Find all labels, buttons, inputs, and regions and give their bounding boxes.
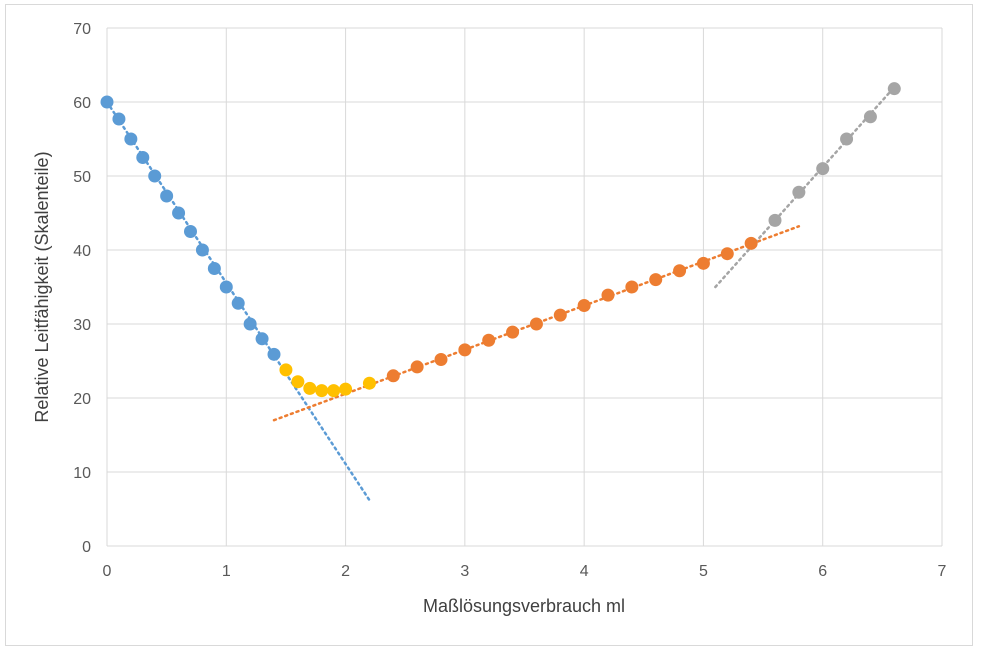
data-point-series-1: [339, 382, 353, 396]
data-point-series-1: [303, 381, 317, 395]
data-point-series-0: [148, 169, 162, 183]
data-point-series-2: [696, 256, 710, 270]
data-point-series-2: [410, 360, 424, 374]
data-point-series-3: [840, 132, 854, 146]
x-tick-label: 5: [699, 563, 708, 580]
y-tick-label: 10: [73, 465, 91, 482]
data-point-series-1: [362, 376, 376, 390]
data-point-series-0: [124, 132, 138, 146]
data-point-series-2: [458, 343, 472, 357]
y-tick-label: 30: [73, 317, 91, 334]
x-tick-label: 2: [341, 563, 350, 580]
y-tick-labels: 0 10 20 30 40 50 60 70: [73, 21, 91, 556]
data-point-series-2: [386, 369, 400, 383]
x-tick-label: 6: [818, 563, 827, 580]
y-tick-label: 70: [73, 21, 91, 38]
data-point-series-0: [112, 112, 126, 126]
data-point-series-2: [553, 308, 567, 322]
y-tick-label: 20: [73, 391, 91, 408]
x-tick-labels: 0 1 2 3 4 5 6 7: [103, 563, 947, 580]
data-point-series-0: [172, 206, 186, 220]
data-point-series-3: [863, 110, 877, 124]
y-tick-label: 60: [73, 95, 91, 112]
x-tick-label: 3: [460, 563, 469, 580]
data-point-series-3: [768, 213, 782, 227]
x-axis-title: Maßlösungsverbrauch ml: [423, 596, 625, 616]
data-point-series-2: [720, 247, 734, 261]
data-point-series-2: [529, 317, 543, 331]
data-point-series-0: [184, 225, 197, 238]
data-point-series-2: [577, 299, 591, 312]
data-point-series-0: [231, 296, 245, 310]
data-point-series-3: [887, 82, 901, 96]
data-point-series-1: [327, 384, 341, 398]
data-point-series-0: [219, 280, 233, 294]
y-tick-label: 50: [73, 169, 91, 186]
data-point-series-0: [243, 317, 257, 331]
data-point-series-1: [291, 375, 305, 389]
data-point-series-1: [315, 384, 329, 398]
data-point-series-0: [267, 347, 281, 361]
data-points: [100, 82, 901, 398]
trendlines: [105, 85, 896, 502]
data-point-series-2: [625, 280, 639, 294]
x-tick-label: 7: [938, 563, 947, 580]
chart-frame: [5, 4, 973, 646]
data-point-series-0: [255, 332, 269, 346]
y-tick-label: 0: [82, 539, 91, 556]
x-tick-label: 1: [222, 563, 231, 580]
data-point-series-2: [601, 288, 615, 302]
y-tick-label: 40: [73, 243, 91, 260]
data-point-series-0: [195, 243, 209, 257]
x-tick-label: 4: [580, 563, 589, 580]
data-point-series-1: [279, 363, 293, 377]
data-point-series-2: [434, 353, 448, 367]
data-point-series-0: [100, 95, 114, 109]
y-axis-title: Relative Leitfähigkeit (Skalenteile): [32, 151, 52, 422]
data-point-series-2: [649, 273, 663, 287]
data-point-series-2: [744, 236, 758, 250]
data-point-series-3: [816, 162, 830, 176]
data-point-series-0: [160, 189, 174, 203]
trendline-series-3: [714, 85, 896, 289]
data-point-series-2: [482, 333, 496, 347]
trendline-series-0: [105, 100, 371, 502]
data-point-series-0: [207, 262, 221, 275]
data-point-series-2: [673, 264, 687, 278]
data-point-series-0: [136, 151, 150, 164]
data-point-series-2: [506, 325, 520, 339]
data-point-series-3: [792, 185, 806, 199]
x-tick-label: 0: [103, 563, 112, 580]
